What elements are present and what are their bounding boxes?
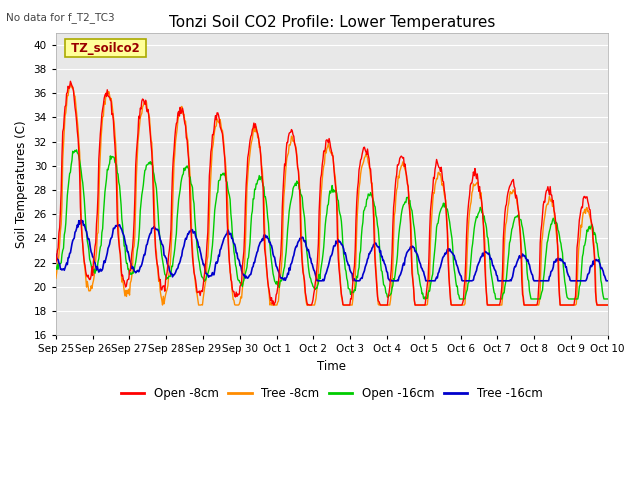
Text: TZ_soilco2: TZ_soilco2 <box>67 42 144 55</box>
Y-axis label: Soil Temperatures (C): Soil Temperatures (C) <box>15 120 28 248</box>
Legend: Open -8cm, Tree -8cm, Open -16cm, Tree -16cm: Open -8cm, Tree -8cm, Open -16cm, Tree -… <box>116 383 547 405</box>
X-axis label: Time: Time <box>317 360 346 373</box>
Text: No data for f_T2_TC3: No data for f_T2_TC3 <box>6 12 115 23</box>
Title: Tonzi Soil CO2 Profile: Lower Temperatures: Tonzi Soil CO2 Profile: Lower Temperatur… <box>168 15 495 30</box>
